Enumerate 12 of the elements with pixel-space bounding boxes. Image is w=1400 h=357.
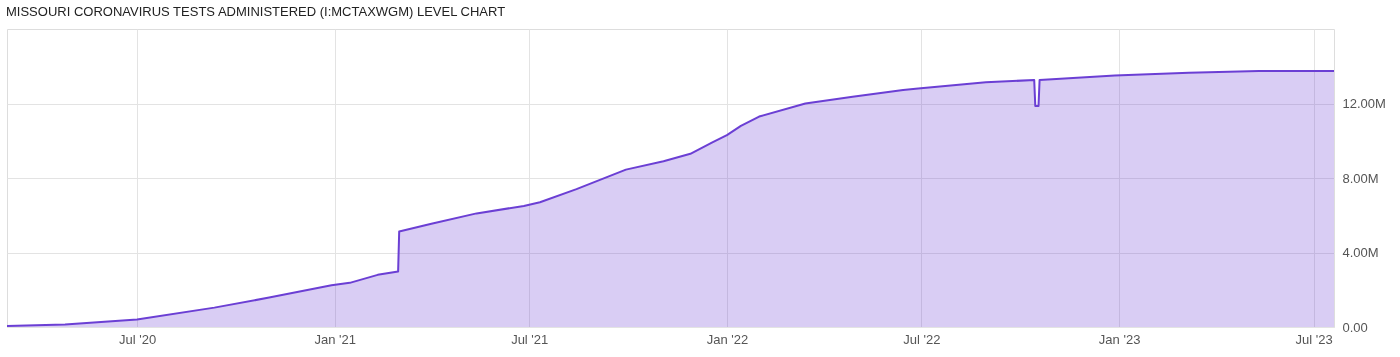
x-tick-label: Jul '20	[118, 331, 157, 347]
chart-title: MISSOURI CORONAVIRUS TESTS ADMINISTERED (I:MCTAXWGM) LEVEL CHART	[6, 4, 506, 19]
x-tick-label: Jul '21	[511, 331, 549, 347]
x-tick-label: Jul '23	[1295, 331, 1333, 347]
x-tick-label: Jul '22	[903, 331, 941, 347]
x-tick-label: Jan '22	[706, 331, 749, 347]
x-tick-label: Jan '21	[314, 331, 356, 347]
y-tick-label: 8.00M	[1342, 170, 1379, 186]
x-tick-label: Jan '23	[1098, 331, 1141, 347]
y-tick-label: 4.00M	[1342, 245, 1379, 260]
y-tick-label: 0.00	[1342, 319, 1368, 335]
y-tick-label: 12.00M	[1342, 96, 1386, 111]
